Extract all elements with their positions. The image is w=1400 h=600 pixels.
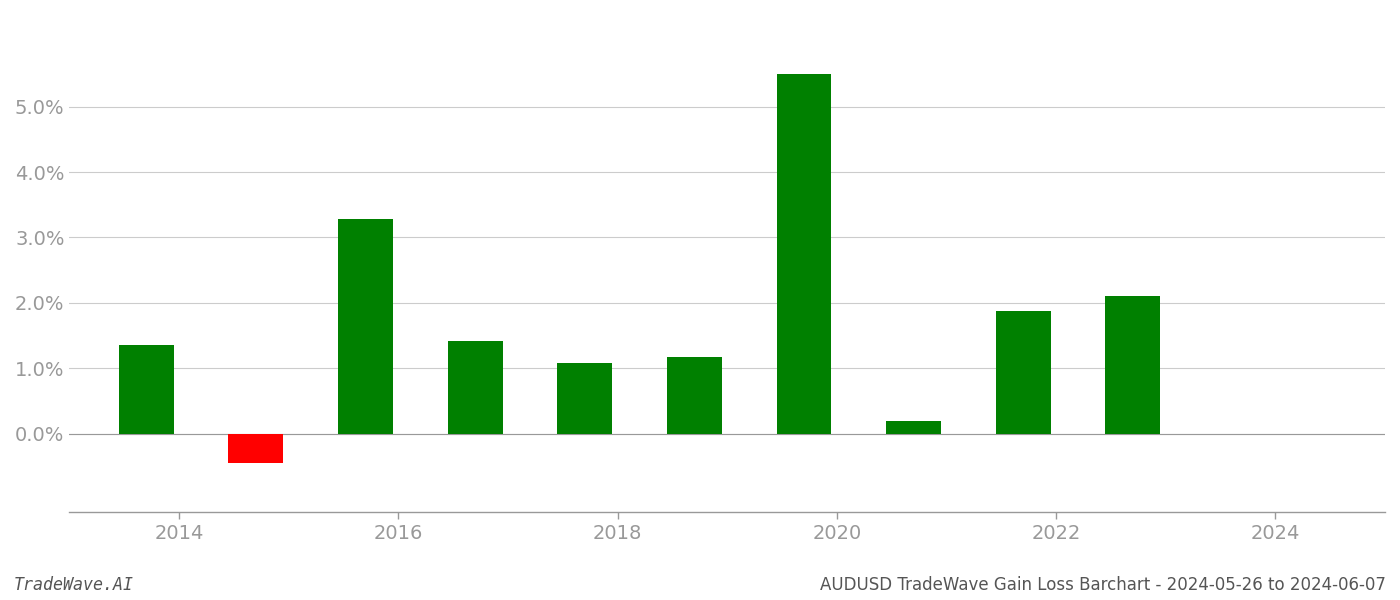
Bar [886, 421, 941, 434]
Text: AUDUSD TradeWave Gain Loss Barchart - 2024-05-26 to 2024-06-07: AUDUSD TradeWave Gain Loss Barchart - 20… [820, 576, 1386, 594]
Bar [557, 363, 612, 434]
Bar [337, 219, 393, 434]
Bar [448, 341, 503, 434]
Bar [666, 357, 722, 434]
Bar [119, 346, 174, 434]
Bar [228, 434, 283, 463]
Bar [777, 74, 832, 434]
Bar [995, 311, 1050, 434]
Bar [1106, 296, 1161, 434]
Text: TradeWave.AI: TradeWave.AI [14, 576, 134, 594]
